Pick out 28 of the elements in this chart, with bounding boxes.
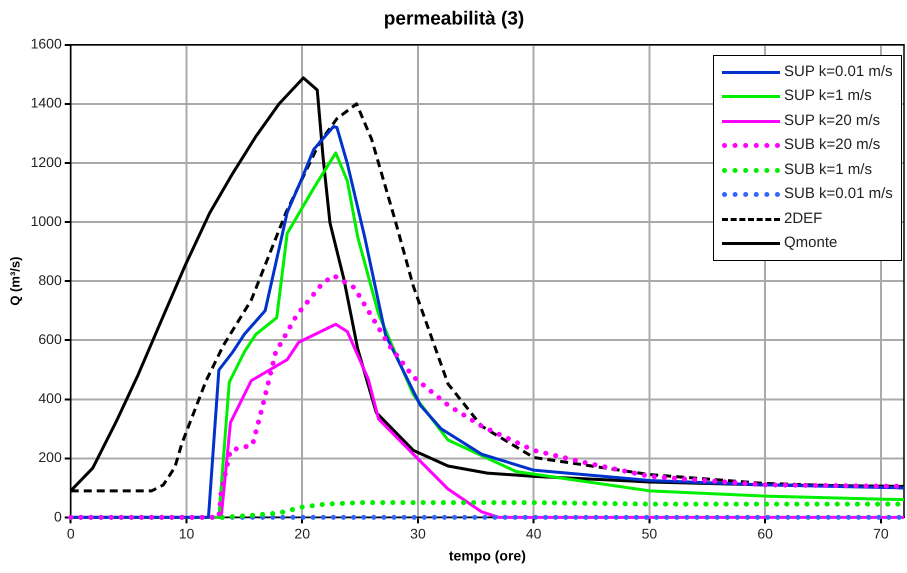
y-tick-label: 400 bbox=[38, 390, 62, 406]
y-tick-label: 1000 bbox=[30, 212, 62, 229]
x-tick-label: 40 bbox=[526, 526, 542, 542]
legend-label: SUB k=1 m/s bbox=[784, 160, 872, 180]
y-tick-label: 0 bbox=[54, 508, 62, 524]
x-tick-label: 20 bbox=[294, 526, 310, 542]
legend-label: 2DEF bbox=[784, 208, 822, 229]
legend-label: SUP k=0.01 m/s bbox=[784, 62, 893, 82]
x-tick-label: 0 bbox=[66, 526, 75, 542]
x-tick-label: 10 bbox=[178, 526, 194, 542]
x-tick-label: 50 bbox=[642, 526, 658, 542]
legend-label: SUP k=20 m/s bbox=[784, 110, 880, 131]
y-axis-title: Q (m³/s) bbox=[7, 256, 22, 306]
y-tick-label: 600 bbox=[38, 331, 62, 348]
y-tick-label: 1400 bbox=[30, 94, 62, 111]
y-tick-label: 1600 bbox=[30, 36, 62, 52]
y-tick-label: 800 bbox=[38, 272, 62, 288]
legend-label: SUB k=0.01 m/s bbox=[784, 184, 893, 204]
x-axis-title: tempo (ore) bbox=[448, 547, 526, 564]
chart-title: permeabilità (3) bbox=[384, 8, 524, 30]
y-tick-label: 1200 bbox=[30, 154, 62, 170]
legend-label: Qmonte bbox=[784, 233, 838, 254]
y-tick-label: 200 bbox=[38, 449, 62, 466]
x-tick-label: 70 bbox=[873, 526, 889, 542]
legend-label: SUB k=20 m/s bbox=[784, 135, 880, 156]
x-tick-label: 30 bbox=[410, 526, 426, 542]
x-tick-label: 60 bbox=[757, 526, 774, 542]
legend-label: SUP k=1 m/s bbox=[784, 86, 872, 106]
